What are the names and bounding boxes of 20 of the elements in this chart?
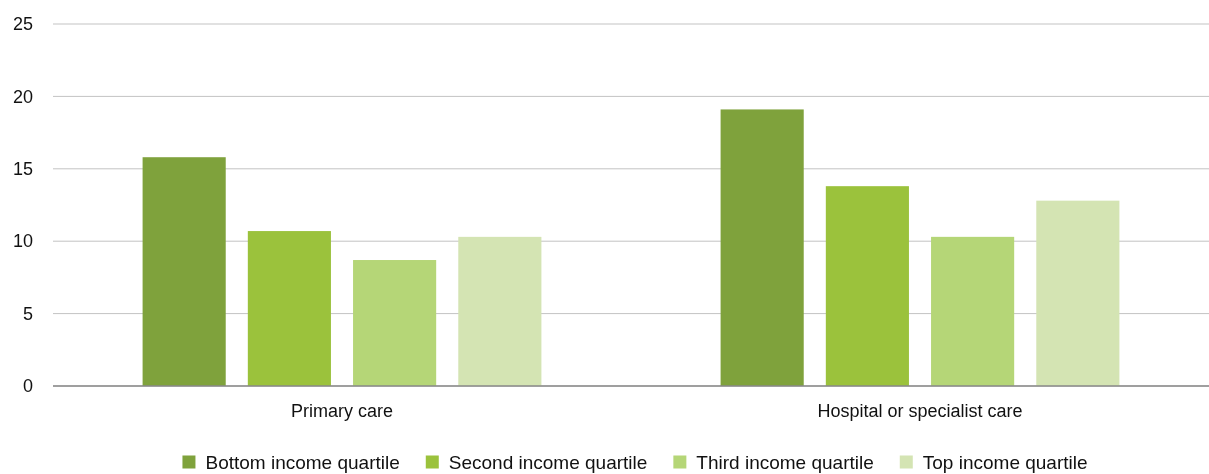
y-tick-label: 20 (12, 86, 33, 107)
bar (931, 236, 1015, 386)
bar (825, 186, 909, 386)
bar (458, 236, 542, 386)
y-tick-label: 0 (22, 376, 33, 397)
x-tick-label: Hospital or specialist care (817, 400, 1023, 421)
bar (720, 109, 804, 386)
legend-label: Second income quartile (448, 451, 648, 473)
legend-label: Bottom income quartile (205, 451, 400, 473)
bar (353, 260, 437, 386)
legend-label: Third income quartile (696, 451, 874, 473)
y-tick-label: 15 (12, 159, 33, 180)
y-tick-label: 25 (12, 14, 33, 35)
y-tick-label: 5 (22, 303, 33, 324)
legend-label: Top income quartile (922, 451, 1088, 473)
bar (247, 231, 331, 386)
bar (1036, 200, 1120, 386)
bar (142, 157, 226, 386)
x-tick-label: Primary care (290, 400, 394, 421)
y-tick-label: 10 (12, 231, 33, 252)
